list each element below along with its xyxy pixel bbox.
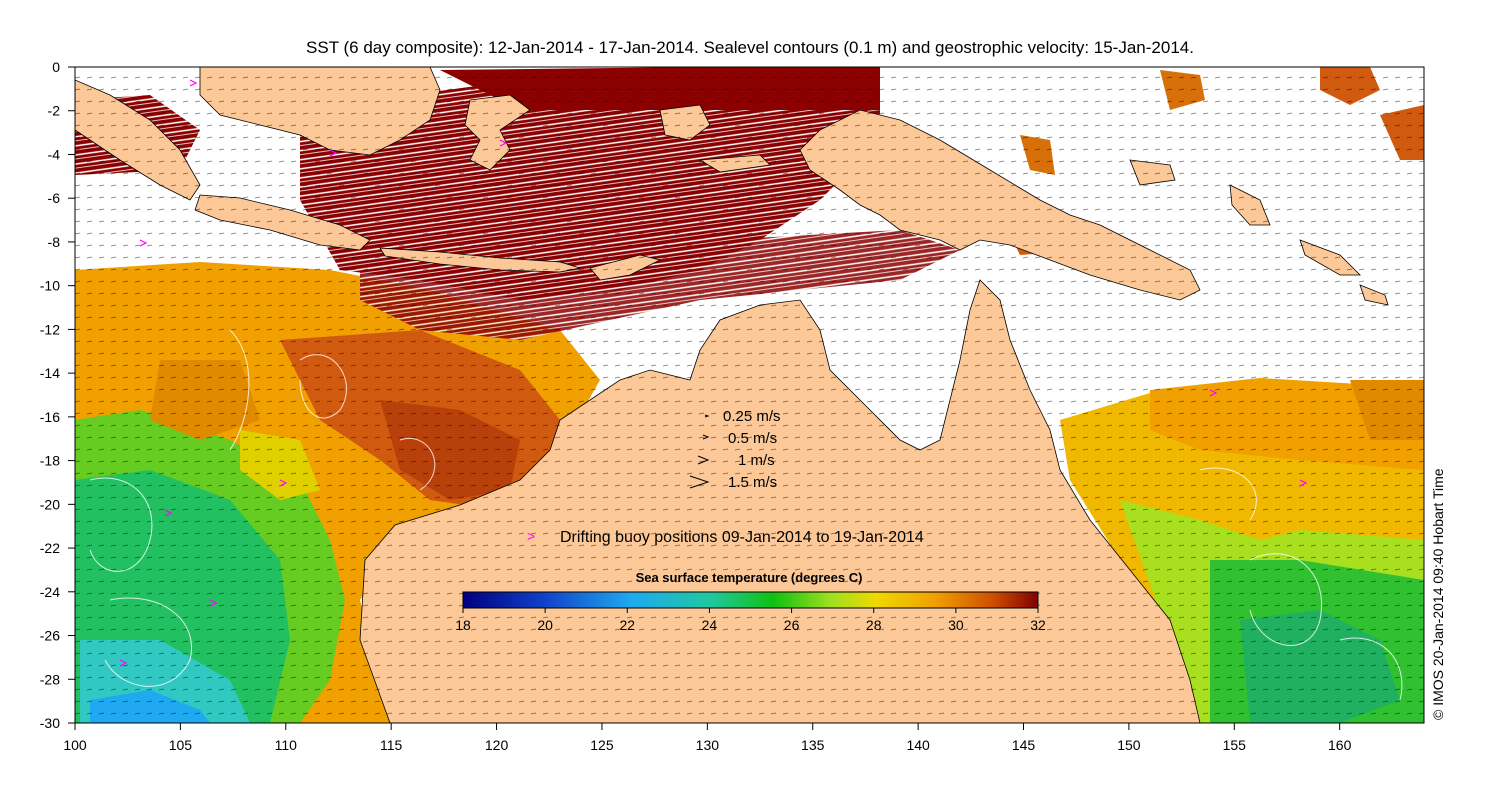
credit-container: © IMOS 20-Jan-2014 09:40 Hobart Time <box>1430 468 1446 720</box>
x-tick-label: 105 <box>169 737 193 753</box>
velocity-legend-arrow-0.5 <box>702 434 710 440</box>
colorbar-tick-label: 28 <box>866 617 882 633</box>
y-tick-label: -20 <box>40 496 60 512</box>
buoy-legend-label: Drifting buoy positions 09-Jan-2014 to 1… <box>560 529 924 546</box>
credit-text: © IMOS 20-Jan-2014 09:40 Hobart Time <box>1430 468 1446 720</box>
colorbar-tick-label: 18 <box>455 617 471 633</box>
velocity-legend-label: 0.5 m/s <box>728 430 777 447</box>
x-tick-label: 125 <box>590 737 614 753</box>
y-tick-label: 0 <box>52 59 60 75</box>
x-tick-label: 145 <box>1012 737 1036 753</box>
buoy-legend: > Drifting buoy positions 09-Jan-2014 to… <box>527 528 924 546</box>
x-tick-label: 155 <box>1223 737 1247 753</box>
y-tick-label: -6 <box>48 190 61 206</box>
y-axis: 0 -2 -4 -6 -8 -10 -12 -14 -16 -18 -20 -22 -24 -26 -28 -… <box>40 59 75 731</box>
x-tick-label: 160 <box>1328 737 1352 753</box>
colorbar-tick-label: 24 <box>702 617 718 633</box>
colorbar-tick-label: 26 <box>784 617 800 633</box>
plot-frame <box>74 66 1425 724</box>
y-tick-label: -16 <box>40 409 60 425</box>
velocity-legend-arrow-1 <box>697 455 710 465</box>
colorbar-tick-label: 32 <box>1030 617 1046 633</box>
y-tick-label: -8 <box>48 234 61 250</box>
y-tick-label: -4 <box>48 146 61 162</box>
y-tick-label: -24 <box>40 584 60 600</box>
colorbar: Sea surface temperature (degrees C) 18 20… <box>455 570 1046 633</box>
x-tick-label: 140 <box>906 737 930 753</box>
velocity-legend-label: 1 m/s <box>738 452 775 469</box>
x-tick-label: 100 <box>63 737 87 753</box>
velocity-legend-label: 0.25 m/s <box>723 408 781 425</box>
x-tick-label: 135 <box>801 737 825 753</box>
y-tick-label: -18 <box>40 453 60 469</box>
velocity-legend-label: 1.5 m/s <box>728 474 777 491</box>
y-tick-label: -2 <box>48 103 61 119</box>
velocity-legend: 0.25 m/s 0.5 m/s 1 m/s 1.5 m/s <box>689 408 781 491</box>
x-tick-label: 115 <box>380 737 403 753</box>
velocity-arrow-field <box>75 67 1424 723</box>
x-tick-label: 110 <box>275 737 298 753</box>
y-tick-label: -28 <box>40 671 60 687</box>
x-tick-label: 150 <box>1117 737 1141 753</box>
velocity-legend-arrow-1.5 <box>689 475 710 489</box>
y-tick-label: -22 <box>40 540 60 556</box>
x-axis: 100 105 110 115 120 125 130 135 140 145 150 155 160 <box>63 723 1352 753</box>
sealevel-contours <box>89 329 1403 701</box>
colorbar-tick-label: 30 <box>948 617 964 633</box>
colorbar-tick-label: 20 <box>537 617 553 633</box>
map-field <box>75 67 1424 723</box>
colorbar-tick-label: 22 <box>619 617 635 633</box>
x-tick-label: 130 <box>696 737 720 753</box>
buoy-markers <box>119 79 1308 667</box>
colorbar-ticks: 18 20 22 24 26 28 30 32 <box>455 608 1046 633</box>
y-tick-label: -12 <box>40 321 60 337</box>
buoy-legend-symbol: > <box>527 528 535 544</box>
y-tick-label: -30 <box>40 715 60 731</box>
y-tick-label: -26 <box>40 628 60 644</box>
y-tick-label: -10 <box>40 278 60 294</box>
colorbar-title: Sea surface temperature (degrees C) <box>636 570 863 585</box>
x-tick-label: 120 <box>485 737 509 753</box>
y-tick-label: -14 <box>40 365 60 381</box>
map-title: SST (6 day composite): 12-Jan-2014 - 17-… <box>306 38 1194 57</box>
velocity-legend-arrow-0.25 <box>704 414 710 418</box>
colorbar-gradient <box>462 591 1039 609</box>
